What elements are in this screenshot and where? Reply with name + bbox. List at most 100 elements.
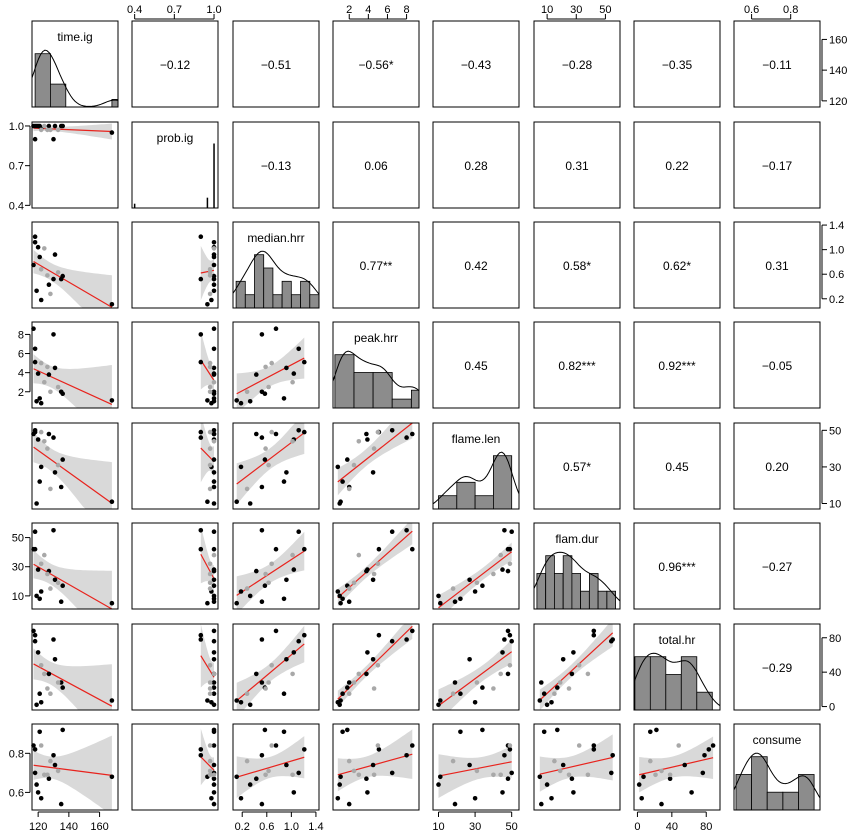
axis-tick-label: 4 xyxy=(18,368,24,380)
panel-median-hrr-total-hr xyxy=(633,221,721,309)
axis-tick-label: 10 xyxy=(432,821,444,833)
data-point xyxy=(211,702,217,708)
regression-line xyxy=(337,625,413,700)
data-point xyxy=(38,796,44,801)
axis-tick-label: 1.0 xyxy=(284,821,299,833)
panel-border xyxy=(633,623,721,711)
data-point xyxy=(500,567,505,572)
data-point xyxy=(32,747,38,752)
data-point xyxy=(32,346,38,352)
regression-line xyxy=(438,551,513,609)
axis-tick-label: 4 xyxy=(365,4,371,16)
data-point xyxy=(302,359,307,365)
panel-border xyxy=(131,723,219,811)
histogram-bar xyxy=(580,590,590,610)
data-point xyxy=(198,332,204,337)
data-point xyxy=(472,700,478,705)
data-point xyxy=(337,702,343,708)
data-point xyxy=(549,796,554,801)
data-point xyxy=(211,568,217,574)
data-point xyxy=(281,729,287,735)
data-point xyxy=(544,702,550,708)
data-point xyxy=(269,360,275,366)
panel-median-hrr-consume xyxy=(733,221,821,309)
correlation-value: −0.12 xyxy=(160,58,191,72)
data-point xyxy=(259,599,265,604)
data-point xyxy=(207,384,213,390)
correlation-value: 0.28 xyxy=(464,159,488,173)
confidence-band xyxy=(236,337,305,408)
data-point xyxy=(273,743,279,748)
panel-border xyxy=(31,221,119,309)
data-point xyxy=(365,437,370,442)
data-point xyxy=(404,528,409,533)
data-point xyxy=(244,586,250,591)
correlation-value: −0.43 xyxy=(461,58,492,72)
data-point xyxy=(211,577,217,583)
data-point xyxy=(207,360,213,366)
variable-label: flam.dur xyxy=(555,532,598,546)
right-axis-time-ig: 120 140 160 xyxy=(821,34,847,108)
bottom-axis-median-hrr: 0.2 0.6 1.0 1.4 xyxy=(235,811,324,833)
data-point xyxy=(281,596,287,602)
data-point xyxy=(211,772,217,778)
data-point xyxy=(376,632,382,638)
confidence-band xyxy=(200,330,214,394)
data-point xyxy=(507,743,513,748)
data-point xyxy=(281,691,287,696)
histogram-bar xyxy=(244,294,255,309)
data-point xyxy=(371,686,377,691)
variable-label: total.hr xyxy=(659,633,696,647)
data-point xyxy=(281,396,287,401)
data-point xyxy=(52,657,58,662)
data-point xyxy=(205,398,210,403)
data-point xyxy=(60,727,65,733)
data-point xyxy=(266,768,271,774)
data-point xyxy=(654,727,659,733)
histogram-bar xyxy=(281,280,292,309)
confidence-band xyxy=(33,550,112,609)
panel-border xyxy=(733,422,821,510)
correlation-value: 0.92*** xyxy=(658,359,696,373)
confidence-band xyxy=(236,625,305,710)
data-point xyxy=(340,729,345,735)
panel-border xyxy=(332,723,420,811)
data-point xyxy=(198,753,204,758)
data-point xyxy=(262,727,268,733)
data-point xyxy=(555,685,560,690)
data-point xyxy=(37,596,42,602)
top-axis-prob-ig: 0.4 0.7 1.0 xyxy=(127,4,222,20)
data-point xyxy=(370,470,376,475)
data-point xyxy=(32,638,38,644)
confidence-band xyxy=(337,729,413,792)
data-point xyxy=(549,700,554,705)
panel-border xyxy=(232,422,320,510)
data-point xyxy=(436,593,441,599)
data-point xyxy=(648,729,653,735)
panel-border xyxy=(31,121,119,209)
data-point xyxy=(198,276,204,282)
data-point xyxy=(211,680,217,685)
data-point xyxy=(296,638,302,644)
histogram-bar xyxy=(438,495,458,510)
panel-prob-ig-prob-ig xyxy=(131,121,219,209)
data-point xyxy=(32,136,38,142)
data-point xyxy=(247,399,253,404)
data-point xyxy=(450,758,456,764)
histogram-bar xyxy=(665,674,682,711)
data-point xyxy=(291,650,297,655)
panel-border xyxy=(232,623,320,711)
panel-flame-len-flam-dur xyxy=(533,422,621,510)
data-point xyxy=(259,528,265,533)
axis-tick-label: 0.8 xyxy=(9,748,24,760)
histogram-bar xyxy=(410,389,420,409)
data-point xyxy=(552,758,557,764)
data-point xyxy=(467,657,472,662)
axis-tick-label: 0 xyxy=(829,702,835,714)
data-point xyxy=(273,326,279,332)
axis-tick-label: 1.0 xyxy=(9,121,24,133)
correlation-value: 0.57* xyxy=(563,460,591,474)
confidence-band xyxy=(337,423,413,496)
left-axis-flam-dur: 10 30 50 xyxy=(12,533,31,603)
data-point xyxy=(55,270,61,275)
